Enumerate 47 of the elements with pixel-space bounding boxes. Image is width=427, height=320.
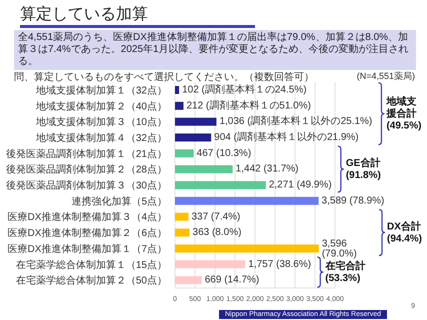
y-tick-label: 後発医薬品調剤体制加算３（30点） [6, 180, 167, 192]
y-tick-label: 連携強化加算（5点） [71, 195, 167, 208]
bar [175, 276, 202, 284]
bar [175, 244, 319, 252]
data-label: 2,271 (49.9%) [268, 180, 332, 191]
data-label: 467 (10.3%) [196, 148, 252, 159]
data-label: 3,589 (78.9%) [322, 195, 384, 206]
data-label: 669 (14.7%) [204, 274, 260, 286]
bar [175, 181, 266, 190]
data-label: 102 (調剤基本料１の24.5%) [182, 84, 307, 96]
bar [175, 86, 180, 94]
chart-title: 算定している加算 [20, 4, 148, 25]
y-tick-label: 後発医薬品調剤体制加算１（21点） [6, 148, 167, 160]
bar [175, 212, 188, 221]
data-label: 1,442 (31.7%) [236, 164, 299, 175]
text: (N=4,551薬局) [356, 70, 415, 83]
y-tick-label: 地域支援体制加算３（10点） [34, 116, 167, 128]
bar [175, 102, 184, 110]
chart-subtitle: 全4,551薬局のうち、医療DX推進体制整備加算１の届出率は79.0%、加算２は8.0%、加算３は7.4%であった。2025年1月以降、要件が変更となるため、今後の変動が注目される。 [14, 30, 416, 70]
bar [175, 134, 212, 142]
text: DX合計 (94.4%) [387, 220, 422, 244]
annotation: 問、算定しているものをすべて選択してください。（複数回答可） [14, 70, 314, 84]
data-label: 337 (7.4%) [191, 211, 240, 222]
bar [175, 196, 319, 205]
annotation: 在宅合計 (53.3%) [324, 260, 366, 284]
y-tick-label: 在宅薬学総合体制加算１（15点） [16, 258, 167, 271]
y-tick-label: 医療DX推進体制整備加算１（7点） [8, 242, 167, 255]
bar [175, 260, 246, 268]
text: GE合計 (91.8%) [346, 156, 381, 181]
y-tick-label: 地域支援体制加算２（40点） [34, 100, 167, 112]
data-label: 1,757 (38.6%) [248, 258, 312, 270]
data-label: 212 (調剤基本料１の51.0%) [186, 99, 311, 112]
bar [175, 118, 216, 126]
data-label: 3,596 (79.0%) [322, 238, 357, 259]
bar [175, 228, 190, 237]
y-tick-label: 地域支援体制加算１（32点） [34, 84, 167, 96]
data-label: 904 (調剤基本料１以外の21.9%) [214, 131, 359, 144]
data-label: 1,036 (調剤基本料１以外の25.1%) [219, 115, 372, 128]
text: 地域支援合計 (49.5%) [385, 95, 422, 132]
y-tick-label: 地域支援体制加算４（32点） [34, 132, 167, 144]
data-label: 363 (8.0%) [192, 227, 242, 238]
y-tick-label: 後発医薬品調剤体制加算２（28点） [6, 164, 167, 176]
bar [175, 165, 233, 174]
bar [175, 149, 194, 158]
y-tick-label: 在宅薬学総合体制加算２（50点） [16, 274, 167, 287]
y-tick-label: 医療DX推進体制整備加算２（6点） [8, 227, 167, 240]
y-tick-label: 医療DX推進体制整備加算３（4点） [8, 211, 167, 224]
